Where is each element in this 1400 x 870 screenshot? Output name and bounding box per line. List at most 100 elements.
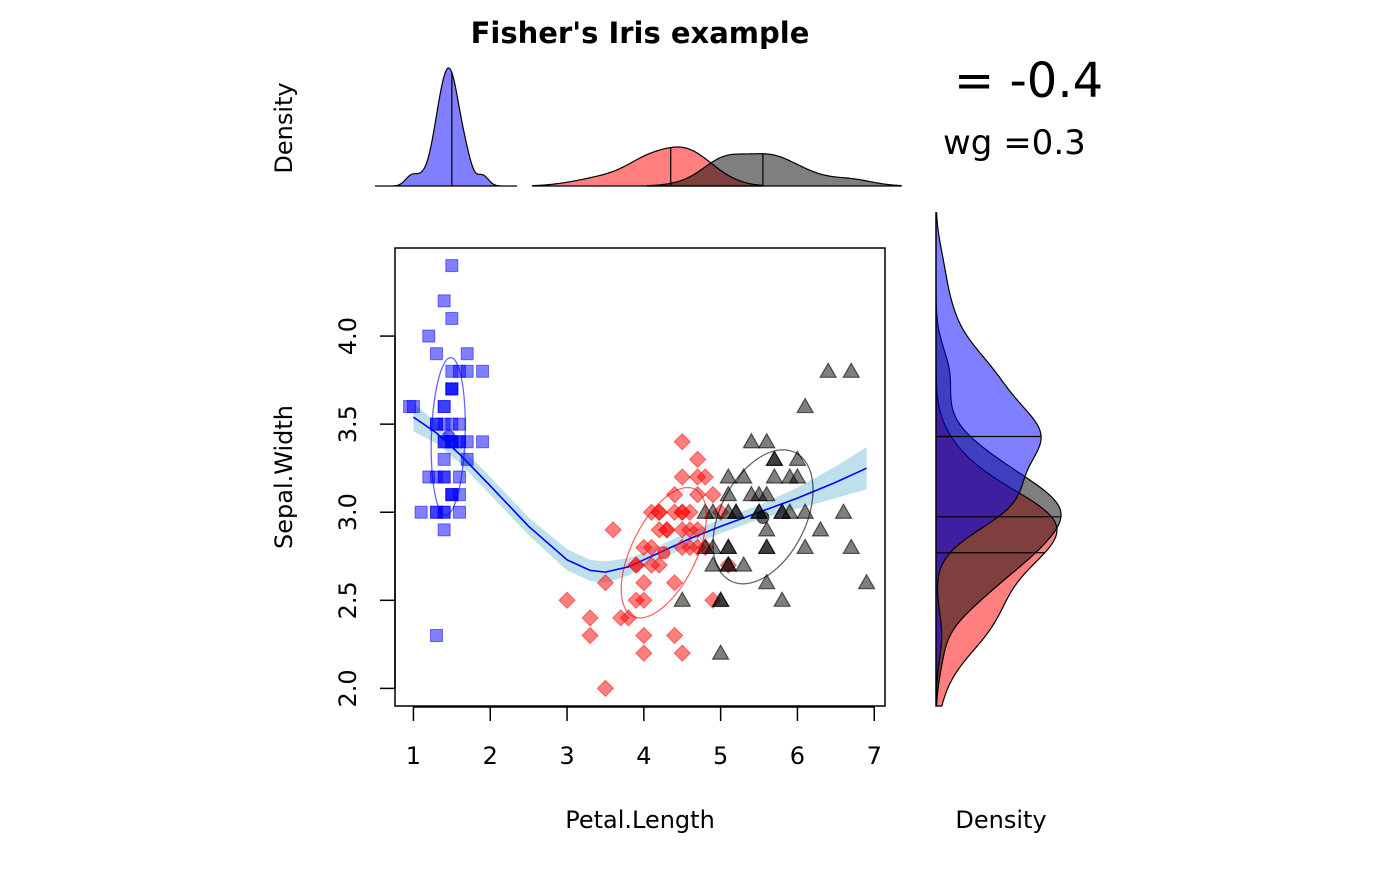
- point-virginica: [773, 591, 792, 607]
- point-versicolor: [596, 679, 615, 698]
- point-virginica: [742, 432, 761, 449]
- point-virginica: [696, 503, 715, 519]
- point-setosa: [437, 505, 451, 519]
- point-virginica: [842, 362, 861, 378]
- point-versicolor: [635, 591, 653, 610]
- fit-line-layer: [412, 416, 867, 573]
- ci-band: [413, 403, 867, 583]
- y-axis: 2.0 2.5 3.0 3.5 4.0: [334, 317, 396, 707]
- point-setosa: [460, 347, 474, 361]
- point-versicolor: [704, 485, 722, 504]
- point-virginica: [842, 538, 861, 555]
- y-tick-label: 4.0: [334, 317, 362, 355]
- point-versicolor: [673, 521, 691, 539]
- point-virginica: [757, 485, 776, 502]
- point-versicolor: [673, 538, 691, 557]
- point-setosa: [437, 452, 451, 466]
- point-versicolor: [681, 503, 699, 521]
- point-setosa: [429, 347, 443, 361]
- point-virginica: [796, 538, 815, 555]
- point-versicolor: [581, 609, 599, 627]
- ellipse-versicolor: [620, 486, 708, 619]
- x-tick-label: 1: [406, 742, 421, 770]
- point-versicolor: [673, 433, 691, 451]
- point-versicolor: [688, 450, 707, 469]
- chart-title: Fisher's Iris example: [471, 16, 810, 50]
- point-setosa: [445, 259, 459, 273]
- x-tick-label: 5: [713, 742, 728, 770]
- point-virginica: [811, 520, 830, 537]
- stat-text-1: = -0.4: [954, 53, 1103, 109]
- point-virginica: [757, 520, 776, 537]
- point-virginica: [834, 503, 853, 519]
- point-virginica: [757, 573, 776, 590]
- point-versicolor: [673, 468, 691, 486]
- point-versicolor: [658, 521, 676, 539]
- top-density-setosa: [375, 67, 518, 187]
- y-tick-label: 3.0: [334, 493, 362, 531]
- point-versicolor: [688, 521, 707, 539]
- point-versicolor: [558, 591, 576, 610]
- points-layer: [403, 259, 876, 698]
- point-setosa: [414, 505, 428, 519]
- point-versicolor: [596, 573, 615, 592]
- point-virginica: [719, 538, 738, 555]
- point-setosa: [429, 629, 443, 643]
- point-virginica: [711, 591, 730, 607]
- mean-point-setosa: [442, 429, 456, 443]
- x-tick-label: 6: [790, 742, 805, 770]
- x-tick-label: 2: [483, 742, 498, 770]
- mean-point-virginica: [756, 511, 770, 525]
- point-versicolor: [642, 538, 661, 557]
- point-versicolor: [673, 644, 691, 662]
- point-versicolor: [650, 556, 668, 574]
- x-axis-label: Petal.Length: [565, 806, 715, 834]
- point-virginica: [757, 432, 776, 449]
- point-virginica: [773, 503, 792, 519]
- y-axis-label: Sepal.Width: [270, 405, 298, 549]
- point-setosa: [437, 294, 451, 308]
- point-virginica: [719, 467, 738, 484]
- scatter-panel: 1 2 3 4 5 6 7 2.0 2.5 3.0 3.5 4.0: [334, 247, 886, 770]
- point-virginica: [673, 591, 692, 607]
- point-setosa: [406, 400, 420, 414]
- point-virginica: [765, 450, 784, 466]
- point-versicolor: [604, 521, 622, 539]
- point-setosa: [437, 400, 451, 414]
- point-virginica: [857, 573, 876, 590]
- x-tick-label: 3: [559, 742, 574, 770]
- right-density-label: Density: [955, 806, 1046, 834]
- stat-text-2: wg =0.3: [943, 123, 1086, 163]
- point-setosa: [453, 470, 467, 484]
- point-virginica: [796, 397, 815, 414]
- point-setosa: [429, 417, 443, 431]
- point-versicolor: [665, 626, 684, 645]
- point-virginica: [719, 485, 738, 502]
- point-virginica: [711, 643, 730, 660]
- point-virginica: [780, 467, 799, 484]
- point-versicolor: [635, 644, 653, 662]
- point-versicolor: [635, 626, 653, 645]
- fit-line: [412, 416, 867, 573]
- ellipse-layer: [430, 356, 814, 619]
- series-virginica: [673, 362, 876, 660]
- y-tick-label: 2.0: [334, 669, 362, 707]
- ellipse-setosa: [430, 356, 466, 516]
- point-versicolor: [581, 626, 599, 645]
- top-density-virginica: [647, 153, 902, 187]
- point-setosa: [453, 505, 467, 519]
- point-setosa: [437, 470, 451, 484]
- right-density-panel: [935, 212, 1062, 707]
- x-tick-label: 4: [636, 742, 651, 770]
- point-virginica: [719, 503, 738, 519]
- x-axis: 1 2 3 4 5 6 7: [406, 706, 882, 770]
- point-setosa: [437, 523, 451, 537]
- point-setosa: [476, 364, 490, 378]
- top-density-label: Density: [270, 82, 298, 173]
- series-setosa: [403, 259, 490, 643]
- point-setosa: [476, 435, 490, 449]
- point-virginica: [719, 555, 738, 572]
- point-versicolor: [665, 485, 684, 504]
- point-versicolor: [688, 485, 707, 504]
